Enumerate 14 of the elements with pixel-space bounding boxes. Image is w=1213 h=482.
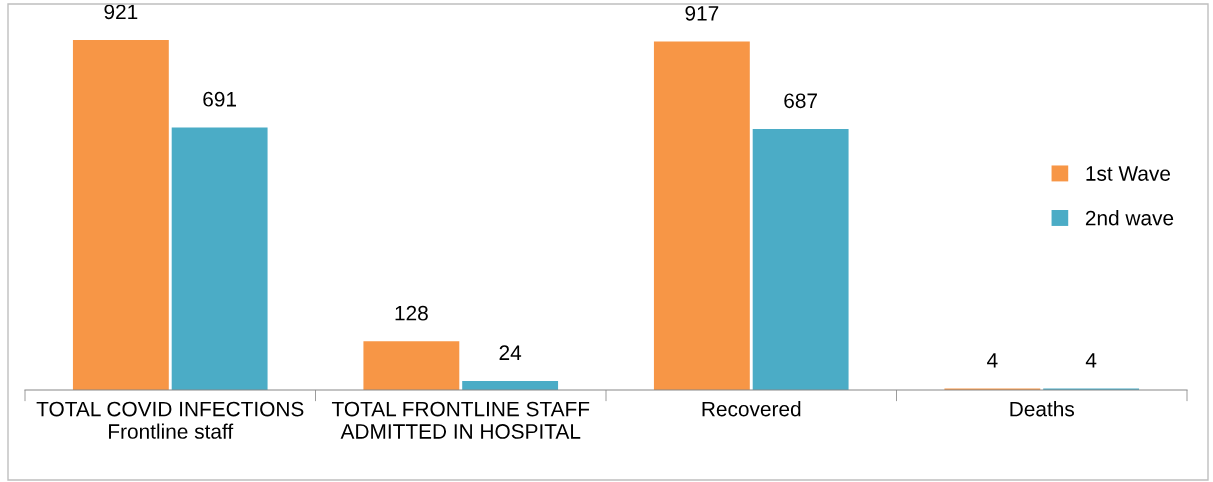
legend-label: 2nd wave: [1085, 210, 1174, 226]
data-label: 921: [104, 4, 138, 20]
data-label: 4: [987, 353, 998, 368]
x-tick-label: Deaths: [1010, 401, 1074, 417]
data-label: 917: [685, 5, 719, 21]
x-tick-label: Recovered: [702, 401, 801, 417]
x-tick-label: TOTAL COVID INFECTIONS Frontline staff: [36, 401, 304, 439]
data-label: 4: [1085, 353, 1097, 368]
data-label: 691: [203, 91, 236, 107]
data-label: 687: [784, 93, 817, 109]
legend-label: 1st Wave: [1086, 166, 1171, 181]
data-label: 128: [395, 305, 428, 321]
data-label: 24: [499, 345, 522, 360]
x-tick-label: TOTAL FRONTLINE STAFF ADMITTED IN HOSPITAL: [331, 401, 590, 439]
